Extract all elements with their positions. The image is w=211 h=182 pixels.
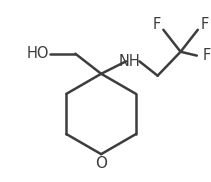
Text: NH: NH [119,54,141,69]
Text: F: F [201,17,209,32]
Text: F: F [152,17,161,32]
Text: F: F [203,48,211,63]
Text: HO: HO [27,46,50,61]
Text: O: O [95,156,107,171]
